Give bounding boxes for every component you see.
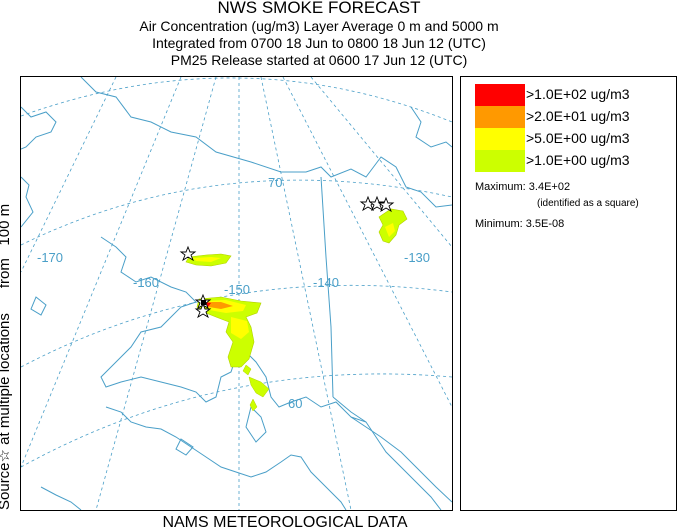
maximum-note: (identified as a square) xyxy=(537,198,639,209)
coast-north-alaska xyxy=(80,77,452,208)
lon-label-130: -130 xyxy=(404,250,430,265)
minimum-value: Minimum: 3.5E-08 xyxy=(475,218,565,230)
legend-label: >2.0E+01 ug/m3 xyxy=(526,108,630,124)
source-star-icon xyxy=(377,196,395,213)
legend-swatch xyxy=(475,106,525,128)
source-markers xyxy=(179,195,395,319)
lon-label-160: -160 xyxy=(133,275,159,290)
longitude-line-140 xyxy=(260,77,352,510)
longitude-line-130 xyxy=(282,77,452,408)
longitude-line-180 xyxy=(21,77,117,273)
forecast-title: NWS SMOKE FORECAST xyxy=(217,0,421,17)
legend-swatch xyxy=(475,150,525,172)
maximum-square-marker xyxy=(201,300,206,305)
source-star-icon: ☆ xyxy=(0,449,13,462)
latitude-gridlines xyxy=(21,77,452,468)
map-canvas: -170 -160 -150 -140 -130 70 60 xyxy=(21,77,452,510)
meteorological-data-label: NAMS METEOROLOGICAL DATA xyxy=(162,514,408,531)
smoke-plume-northwest xyxy=(185,253,232,267)
coast-siberia xyxy=(21,106,57,150)
legend-label: >5.0E+00 ug/m3 xyxy=(526,130,630,146)
coastlines xyxy=(21,77,452,510)
source-label: Source xyxy=(0,462,13,510)
coast-chukotka xyxy=(21,176,34,228)
coast-west-alaska xyxy=(100,236,452,503)
forecast-subtitle-layer: Air Concentration (ug/m3) Layer Average … xyxy=(139,18,499,34)
smoke-plume-central xyxy=(196,296,262,368)
longitude-line-160 xyxy=(95,77,217,510)
maximum-value: Maximum: 3.4E+02 xyxy=(475,181,571,193)
lat-label-60: 60 xyxy=(288,396,302,411)
forecast-subtitle-release: PM25 Release started at 0600 17 Jun 12 (… xyxy=(170,52,468,68)
smoke-map: -170 -160 -150 -140 -130 70 60 xyxy=(20,76,453,511)
us-canada-border xyxy=(320,176,334,398)
legend-label: >1.0E+02 ug/m3 xyxy=(526,86,630,102)
source-star-icon xyxy=(179,245,197,262)
coast-canada-arctic xyxy=(410,106,452,148)
source-star-icon xyxy=(368,195,386,212)
island-st-lawrence xyxy=(30,296,47,316)
coast-south-alaska xyxy=(105,406,347,510)
latitude-line-60 xyxy=(21,373,452,468)
latitude-line-80 xyxy=(21,77,452,123)
kenai-peninsula xyxy=(245,406,267,443)
source-star-icon xyxy=(194,302,212,319)
lon-label-150: -150 xyxy=(224,282,250,297)
legend-label: >1.0E+00 ug/m3 xyxy=(526,152,630,168)
lat-label-70: 70 xyxy=(268,175,282,190)
legend-swatch xyxy=(475,128,525,150)
coast-southeast-alaska xyxy=(350,416,442,510)
lon-label-140: -140 xyxy=(313,275,339,290)
legend-item-100: >1.0E+02 ug/m3 xyxy=(475,84,670,106)
concentration-legend: >1.0E+02 ug/m3 >2.0E+01 ug/m3 >5.0E+00 u… xyxy=(460,76,677,511)
forecast-subtitle-integration: Integrated from 0700 18 Jun to 0800 18 J… xyxy=(152,35,486,51)
legend-item-20: >2.0E+01 ug/m3 xyxy=(475,106,670,128)
longitude-gridlines xyxy=(21,77,452,510)
legend-item-5: >5.0E+00 ug/m3 xyxy=(475,128,670,150)
lon-label-170: -170 xyxy=(37,250,63,265)
latitude-line-70 xyxy=(21,179,452,246)
legend-swatch xyxy=(475,84,525,106)
border-southeast xyxy=(332,396,367,423)
longitude-line-120 xyxy=(310,77,452,248)
coast-aleutians xyxy=(40,486,82,510)
source-side-label: Source☆ at multiple locations from 100 m xyxy=(0,70,13,510)
longitude-line-170 xyxy=(21,77,182,468)
legend-item-1: >1.0E+00 ug/m3 xyxy=(475,150,670,172)
smoke-plume-northeast xyxy=(378,208,408,244)
island-kodiak xyxy=(175,438,194,456)
smoke-plume-south xyxy=(242,364,270,412)
latitude-line-65 xyxy=(21,284,452,368)
source-description: at multiple locations from 100 m xyxy=(0,204,13,445)
